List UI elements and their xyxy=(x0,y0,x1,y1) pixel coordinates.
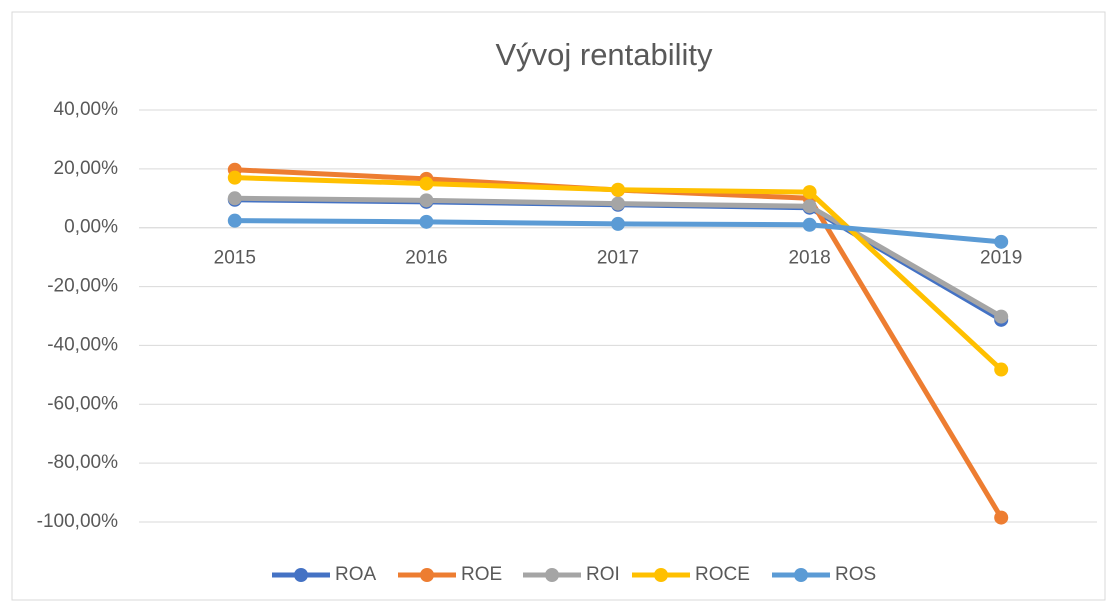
series-marker xyxy=(419,193,434,208)
x-tick-label: 2017 xyxy=(597,248,639,269)
x-tick-label: 2016 xyxy=(405,248,447,269)
legend-marker xyxy=(420,568,434,582)
legend-marker xyxy=(294,568,308,582)
chart-title: Vývoj rentability xyxy=(495,37,713,72)
y-tick-label: -60,00% xyxy=(47,393,118,414)
y-tick-label: 0,00% xyxy=(64,217,118,238)
legend-label: ROE xyxy=(461,564,502,585)
legend-label: ROA xyxy=(335,564,377,585)
x-tick-label: 2019 xyxy=(980,248,1022,269)
y-tick-label: -100,00% xyxy=(37,511,118,532)
y-tick-label: -80,00% xyxy=(47,452,118,473)
x-tick-label: 2015 xyxy=(214,248,256,269)
y-tick-label: 40,00% xyxy=(54,99,119,120)
series-marker xyxy=(419,214,434,229)
chart-border xyxy=(11,11,1106,601)
x-tick-label: 2018 xyxy=(788,248,830,269)
series-marker xyxy=(419,176,434,191)
series-marker xyxy=(994,510,1009,525)
series-marker xyxy=(611,182,625,197)
series-marker xyxy=(802,199,817,214)
series-marker xyxy=(994,362,1009,377)
series-marker xyxy=(994,234,1009,249)
y-tick-label: -20,00% xyxy=(47,276,118,297)
legend-marker xyxy=(545,568,559,582)
series-marker xyxy=(802,185,817,200)
legend-label: ROI xyxy=(586,564,620,585)
series-marker xyxy=(227,170,242,185)
series-marker xyxy=(227,191,242,206)
legend-marker xyxy=(654,568,668,582)
legend-label: ROS xyxy=(835,564,876,585)
legend-label: ROCE xyxy=(695,564,750,585)
series-marker xyxy=(611,196,625,211)
series-marker xyxy=(802,217,817,232)
series-marker xyxy=(994,309,1009,324)
y-tick-label: 20,00% xyxy=(54,158,119,179)
y-tick-label: -40,00% xyxy=(47,334,118,355)
series-marker xyxy=(611,216,625,231)
legend-marker xyxy=(794,568,808,582)
series-marker xyxy=(227,213,242,228)
